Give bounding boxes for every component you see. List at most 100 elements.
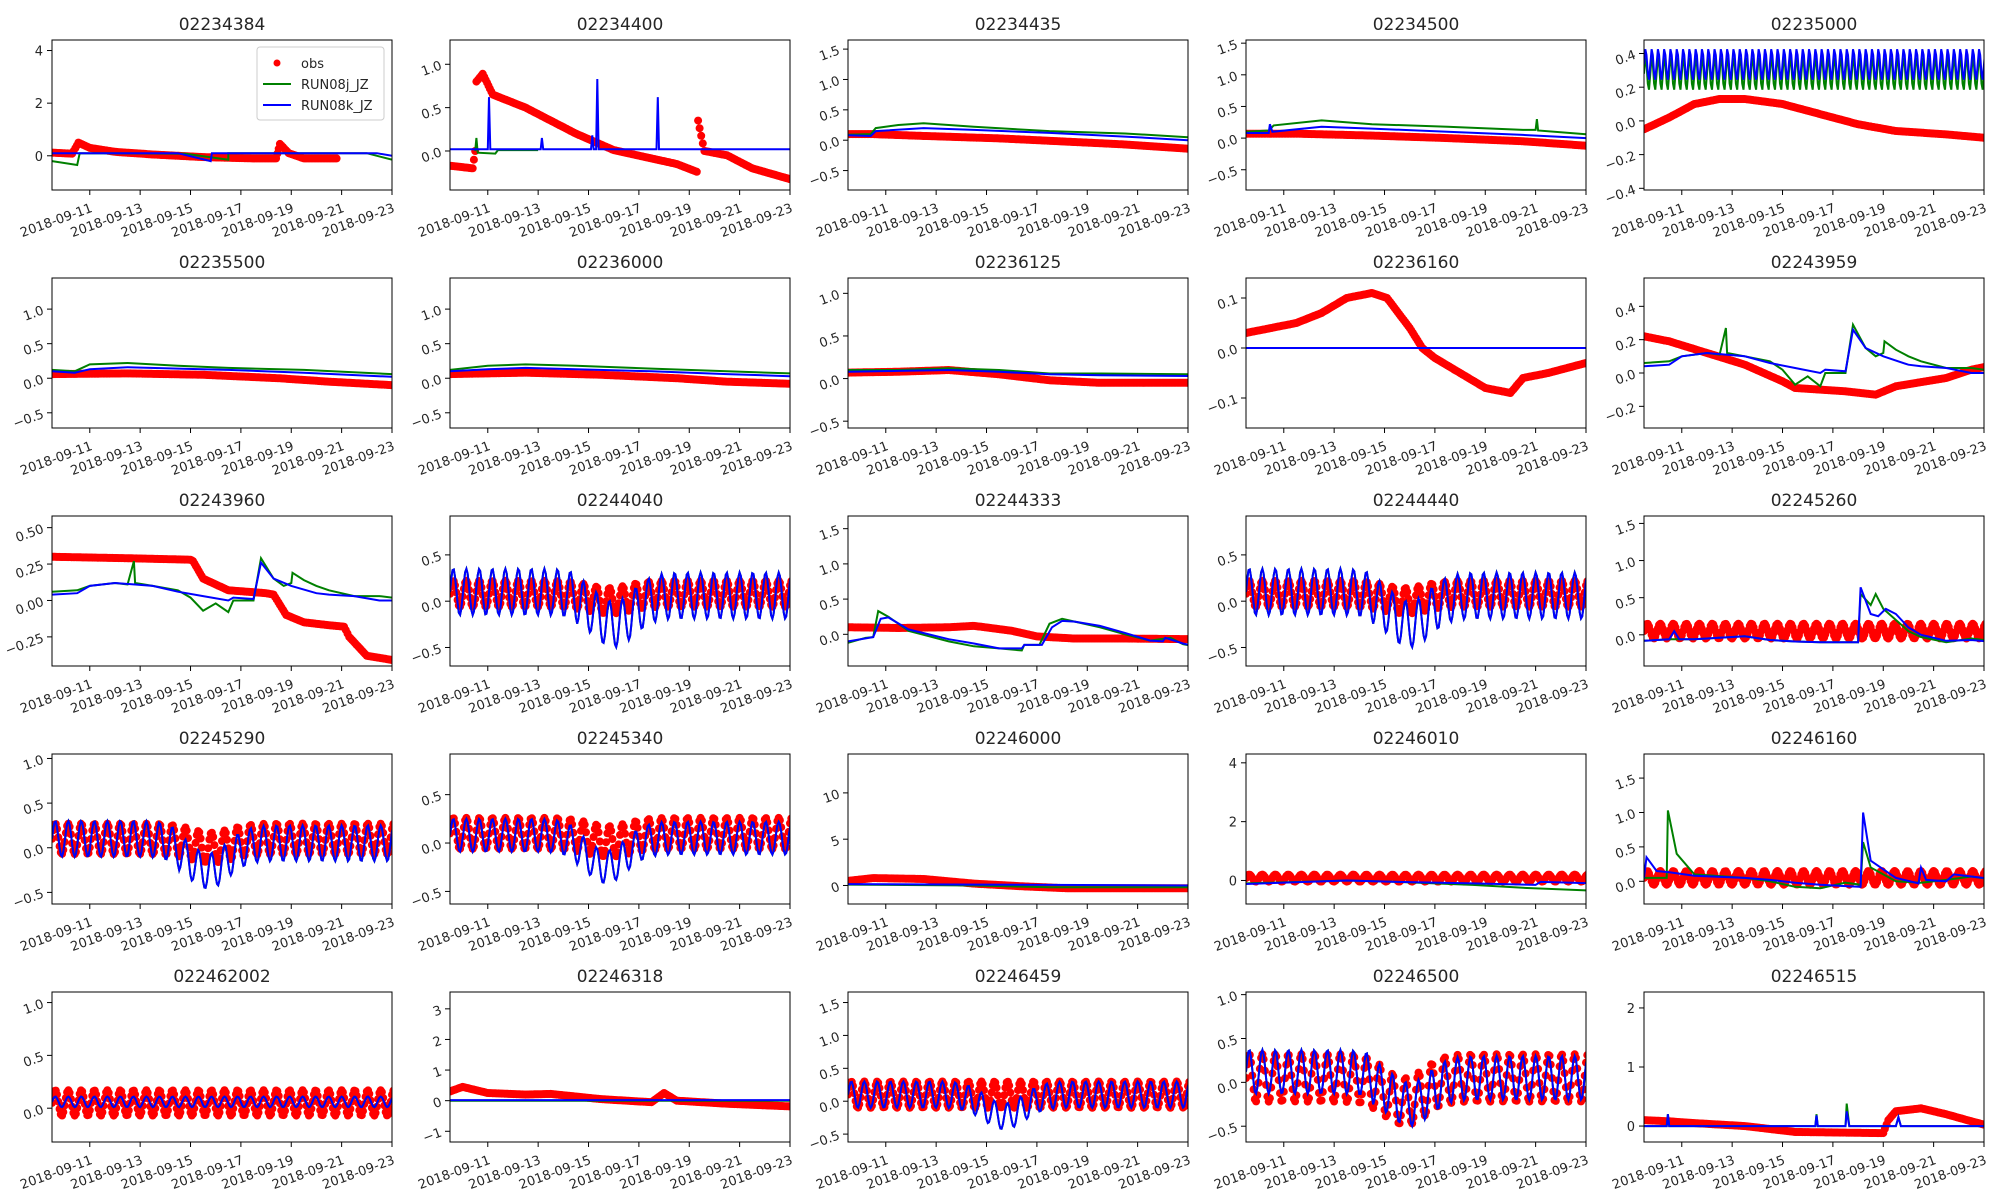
axes-frame [847, 515, 1189, 667]
y-tick-label: 0.5 [818, 330, 843, 351]
y-tick-label: 0.0 [420, 596, 445, 617]
y-tick-label: 0.25 [14, 558, 46, 582]
panel-02235000: 02235000−0.4−0.20.00.20.42018-09-112018-… [1603, 15, 1989, 241]
obs-point [1592, 598, 1600, 606]
panel-title: 02234400 [577, 15, 664, 35]
y-tick-label: 0.2 [1614, 82, 1639, 103]
obs-point [694, 116, 703, 125]
run08j-line [450, 363, 790, 375]
obs-point [1990, 361, 1998, 369]
panel-02244040: 02244040−0.50.00.52018-09-112018-09-1320… [409, 491, 805, 717]
panel-02246000: 0224600005102018-09-112018-09-132018-09-… [814, 729, 1201, 955]
obs-point [595, 837, 604, 846]
obs-point [1591, 602, 1599, 610]
obs-point [587, 848, 595, 857]
obs-point [787, 577, 790, 585]
obs-point [1993, 361, 2000, 369]
obs-point [1190, 635, 1198, 643]
obs-point [388, 656, 392, 664]
plot-area [1644, 586, 1996, 644]
panel-02234400: 022344000.00.51.02018-09-112018-09-13201… [416, 15, 794, 241]
obs-point [619, 822, 628, 831]
obs-point [1194, 635, 1202, 643]
y-tick-label: 10 [821, 787, 842, 807]
obs-point [1985, 627, 1993, 635]
obs-point [580, 820, 589, 829]
axes-frame [51, 753, 393, 905]
obs-point [1403, 587, 1412, 596]
obs-point [204, 844, 213, 853]
obs-point [391, 828, 392, 832]
panel-02236000: 02236000−0.50.00.51.02018-09-112018-09-1… [409, 253, 795, 479]
y-tick-label: 0.0 [1614, 367, 1639, 388]
panel-02245340: 02245340−0.50.00.52018-09-112018-09-1320… [409, 729, 804, 955]
panel-02245260: 022452600.00.51.01.52018-09-112018-09-13… [1610, 491, 1996, 717]
obs-point [695, 124, 704, 133]
y-tick-label: 0.0 [1614, 115, 1639, 136]
axes-frame [449, 277, 791, 429]
y-tick-label: 1.0 [420, 59, 445, 80]
y-tick-label: 1.0 [818, 288, 843, 309]
y-tick-label: −0.25 [4, 631, 47, 659]
plot-area [450, 363, 790, 388]
obs-point [797, 591, 805, 599]
run08k-line [1644, 327, 1984, 375]
y-tick-label: −0.1 [1205, 392, 1240, 417]
run08k-line [450, 565, 790, 651]
y-tick-label: 0.0 [1216, 342, 1241, 363]
y-tick-label: −0.5 [409, 642, 444, 667]
axes-frame [449, 39, 791, 191]
y-tick-label: 1.0 [22, 303, 47, 324]
y-tick-label: 0.0 [818, 629, 843, 650]
panel-02235500: 02235500−0.50.00.51.02018-09-112018-09-1… [11, 253, 397, 479]
axes-frame [51, 277, 393, 429]
obs-point [197, 843, 206, 852]
axes-frame [847, 39, 1189, 191]
axes-frame [1245, 39, 1587, 191]
obs-point [209, 833, 218, 841]
obs-point [607, 826, 616, 835]
obs-point [1983, 364, 1984, 368]
y-tick-label: 0 [829, 880, 842, 897]
panel-02244440: 02244440−0.50.00.52018-09-112018-09-1320… [1205, 491, 1600, 717]
y-tick-label: −0.5 [409, 886, 444, 911]
obs-point [189, 853, 197, 862]
obs-point [786, 379, 790, 388]
plot-area [52, 361, 392, 390]
y-tick-label: 4 [35, 45, 43, 60]
y-tick-label: −0.4 [1603, 183, 1638, 208]
axes-frame [51, 39, 393, 191]
obs-point [1988, 634, 1996, 642]
panel-title: 02246010 [1373, 729, 1460, 749]
obs-point [1988, 362, 1996, 370]
obs-point [1190, 884, 1198, 892]
obs-point [469, 155, 478, 164]
y-tick-label: −0.5 [807, 416, 842, 441]
run08j-line [474, 137, 539, 155]
run08k-line [450, 366, 790, 378]
obs-point [396, 849, 404, 857]
axes-frame [1245, 515, 1587, 667]
obs-point [1184, 635, 1188, 644]
axes-frame [51, 515, 393, 667]
y-tick-label: 0.5 [420, 549, 445, 570]
y-tick-label: 1.0 [818, 74, 843, 95]
panel-02243960: 02243960−0.250.000.250.502018-09-112018-… [4, 491, 406, 717]
obs-point [1193, 884, 1201, 892]
run08k-line [450, 816, 790, 884]
y-tick-label: 1.0 [818, 558, 843, 579]
obs-point [394, 657, 402, 665]
run08k-line [848, 127, 1188, 142]
obs-point [1590, 602, 1598, 610]
obs-point [796, 840, 804, 848]
obs-point [1582, 359, 1586, 367]
obs-point [1585, 585, 1586, 588]
run08k-line [52, 366, 392, 378]
obs-point [398, 658, 406, 666]
obs-point [399, 837, 407, 845]
panel-02234500: 02234500−0.50.00.51.01.52018-09-112018-0… [1205, 15, 1591, 241]
y-tick-label: 0.4 [1614, 48, 1639, 69]
panel-title: 02234435 [975, 15, 1062, 35]
